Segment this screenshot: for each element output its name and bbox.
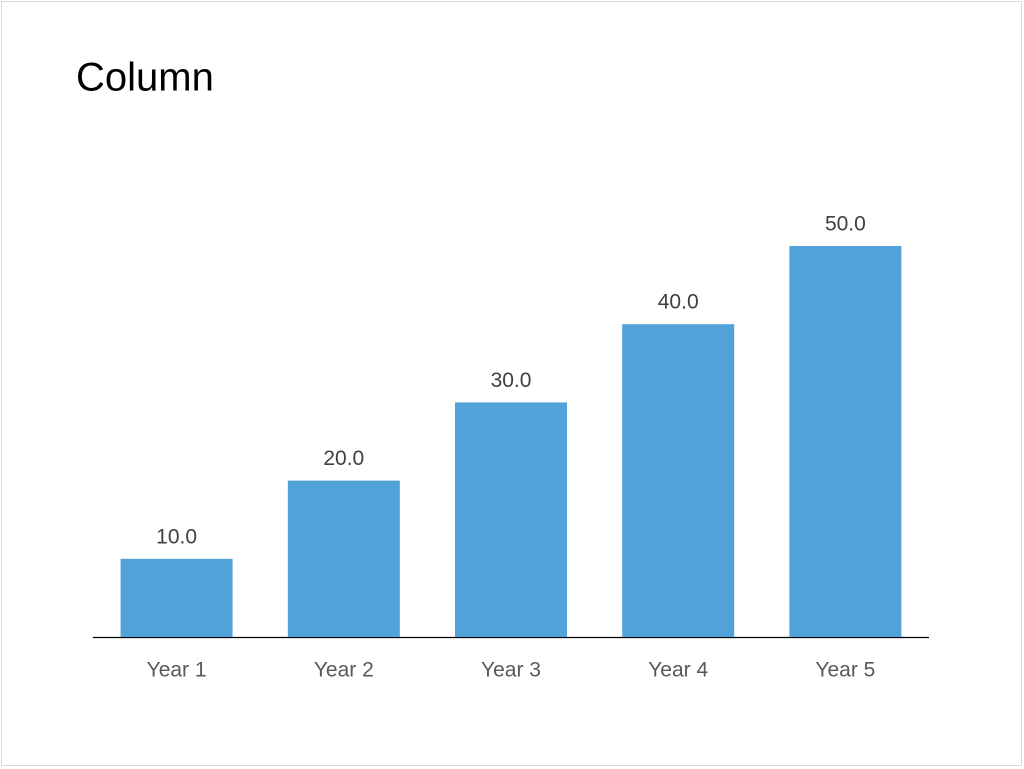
bar	[120, 558, 233, 637]
chart-title: Column	[76, 56, 214, 100]
x-tick-label: Year 1	[147, 659, 207, 682]
x-tick-label: Year 3	[481, 659, 541, 682]
bar	[287, 480, 400, 637]
bar	[789, 246, 902, 637]
bar	[455, 402, 567, 637]
value-label: 10.0	[156, 525, 197, 548]
value-label: 20.0	[323, 447, 364, 470]
value-label: 30.0	[491, 369, 532, 392]
x-tick-label: Year 2	[314, 659, 374, 682]
x-tick-label: Year 4	[648, 659, 708, 682]
x-tick-label: Year 5	[815, 659, 875, 682]
bar	[622, 324, 735, 637]
value-label: 50.0	[825, 213, 866, 236]
value-label: 40.0	[658, 291, 699, 314]
